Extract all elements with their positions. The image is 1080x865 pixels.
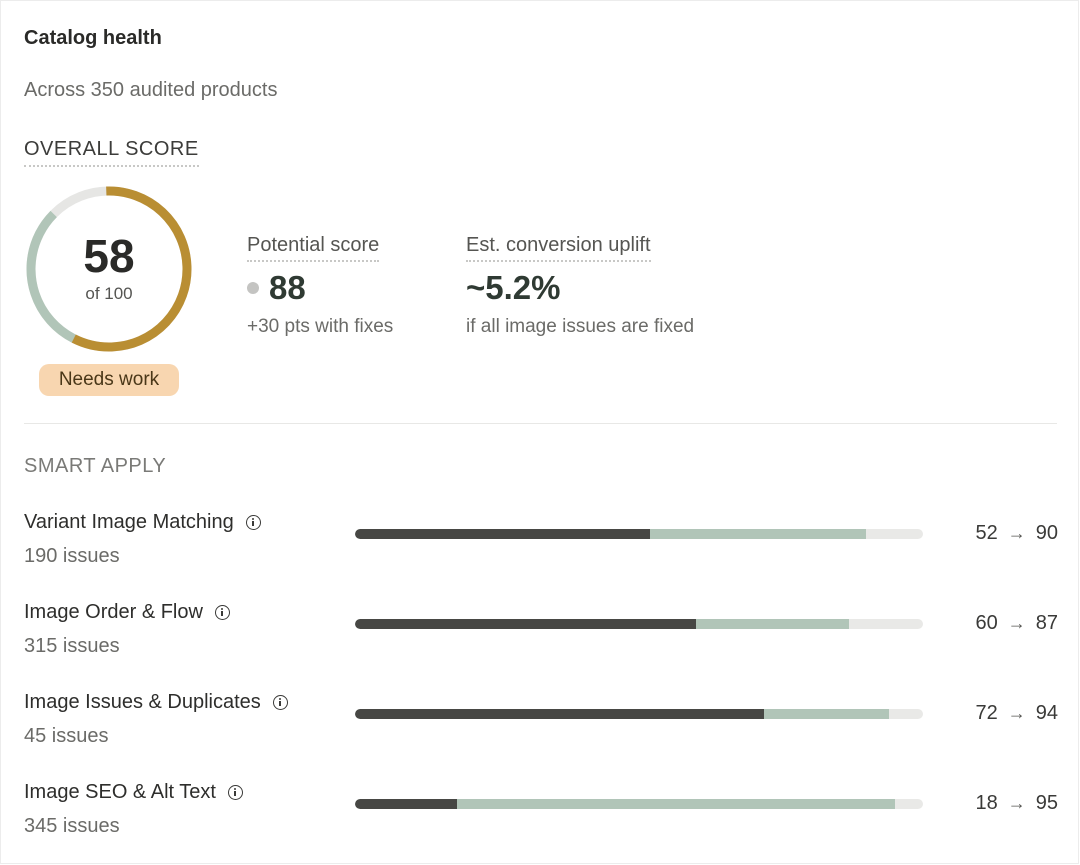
gauge-score-arc (26, 186, 192, 352)
overall-score-gauge (26, 186, 192, 352)
potential-score-value-row: 88 (247, 269, 393, 306)
conversion-uplift-note: if all image issues are fixed (466, 316, 695, 338)
row-title: Image SEO & Alt Text (24, 781, 243, 804)
overall-score-max: of 100 (85, 284, 133, 303)
row-issues: 315 issues (24, 635, 120, 657)
potential-score: 94 (1035, 702, 1058, 724)
potential-score: 87 (1035, 612, 1058, 634)
row-name: Image Issues & Duplicates (24, 691, 261, 713)
potential-score-label[interactable]: Potential score (247, 234, 380, 262)
progress-bar-track (355, 709, 923, 719)
row-scores: 52 → 90 (976, 522, 1059, 545)
progress-bar-current (355, 799, 458, 809)
row-name: Variant Image Matching (24, 511, 234, 533)
row-title: Image Order & Flow (24, 601, 230, 624)
info-icon[interactable] (227, 785, 243, 800)
smart-apply-row-order-flow[interactable]: Image Order & Flow 315 issues 60 → 87 (24, 601, 1058, 661)
arrow-right-icon: → (1007, 703, 1026, 723)
potential-score: 90 (1035, 522, 1058, 544)
conversion-uplift-value: ~5.2% (466, 269, 561, 306)
potential-score: 95 (1035, 792, 1058, 814)
row-name: Image Order & Flow (24, 601, 203, 623)
potential-score-note: +30 pts with fixes (247, 316, 394, 338)
conversion-uplift-stat: Est. conversion uplift ~5.2% if all imag… (466, 234, 694, 338)
arrow-right-icon: → (1007, 793, 1026, 813)
overall-score-label[interactable]: OVERALL SCORE (24, 138, 199, 167)
progress-bar-potential (355, 799, 895, 809)
progress-bar-track (355, 529, 923, 539)
card-title: Catalog health (24, 27, 162, 49)
current-score: 60 (975, 612, 998, 634)
progress-bar-track (355, 799, 923, 809)
arrow-right-icon: → (1007, 613, 1026, 633)
row-scores: 60 → 87 (976, 612, 1059, 635)
row-name: Image SEO & Alt Text (24, 781, 216, 803)
current-score: 52 (975, 522, 998, 544)
row-scores: 72 → 94 (976, 702, 1059, 725)
current-score: 18 (975, 792, 998, 814)
smart-apply-label: SMART APPLY (24, 455, 167, 477)
potential-score-stat: Potential score 88 +30 pts with fixes (247, 234, 393, 338)
status-badge: Needs work (39, 364, 179, 396)
row-issues: 45 issues (24, 725, 109, 747)
row-issues: 345 issues (24, 815, 120, 837)
info-icon[interactable] (214, 605, 230, 620)
card-subtitle: Across 350 audited products (24, 79, 278, 101)
current-score: 72 (975, 702, 998, 724)
gauge-text: 58 of 100 (23, 183, 195, 355)
row-scores: 18 → 95 (976, 792, 1059, 815)
overall-score-value: 58 (83, 230, 135, 282)
progress-bar-current (355, 529, 651, 539)
progress-bar-current (355, 709, 764, 719)
arrow-right-icon: → (1007, 523, 1026, 543)
info-icon[interactable] (245, 515, 261, 530)
smart-apply-row-variant-matching[interactable]: Variant Image Matching 190 issues 52 → 9… (24, 511, 1058, 571)
smart-apply-row-issues-duplicates[interactable]: Image Issues & Duplicates 45 issues 72 →… (24, 691, 1058, 751)
row-issues: 190 issues (24, 545, 120, 567)
conversion-uplift-value-row: ~5.2% (466, 269, 694, 306)
info-icon[interactable] (272, 695, 288, 710)
potential-dot-icon (247, 282, 259, 295)
section-divider (24, 423, 1057, 424)
potential-score-value: 88 (269, 269, 306, 306)
row-title: Image Issues & Duplicates (24, 691, 288, 714)
smart-apply-row-seo-alt-text[interactable]: Image SEO & Alt Text 345 issues 18 → 95 (24, 781, 1058, 841)
progress-bar-track (355, 619, 923, 629)
progress-bar-current (355, 619, 696, 629)
row-title: Variant Image Matching (24, 511, 261, 534)
conversion-uplift-label[interactable]: Est. conversion uplift (466, 234, 651, 262)
